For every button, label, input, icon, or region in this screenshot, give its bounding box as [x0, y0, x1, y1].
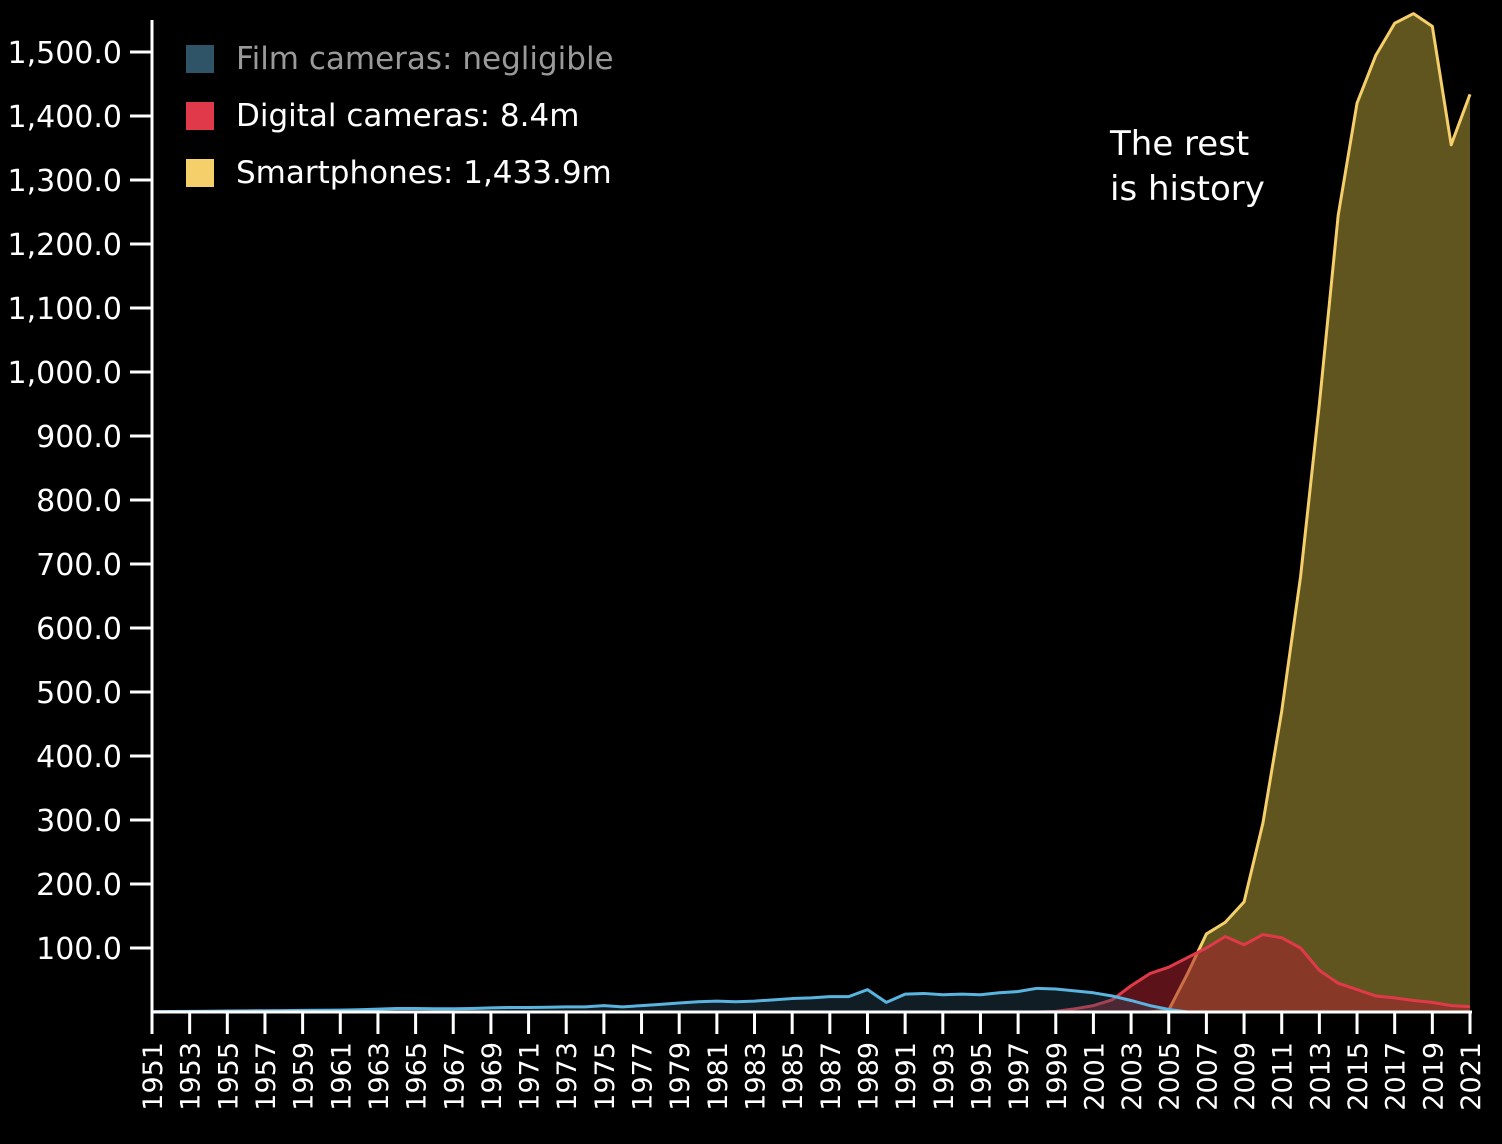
y-tick-label: 1,400.0: [7, 100, 122, 135]
x-tick-label: 1999: [1042, 1042, 1073, 1111]
x-tick-label: 1973: [552, 1042, 583, 1111]
y-tick-label: 300.0: [36, 804, 122, 839]
y-tick-label: 400.0: [36, 740, 122, 775]
legend-label-smartphones: Smartphones: 1,433.9m: [236, 154, 612, 191]
x-tick-label: 1979: [665, 1042, 696, 1111]
legend-swatch-film: [186, 44, 214, 73]
x-tick-label: 1963: [364, 1042, 395, 1111]
x-tick-label: 1983: [741, 1042, 772, 1111]
x-tick-label: 1951: [138, 1042, 169, 1111]
legend-item-digital: Digital cameras: 8.4m: [186, 87, 614, 144]
y-tick-label: 700.0: [36, 548, 122, 583]
legend-item-smartphones: Smartphones: 1,433.9m: [186, 144, 614, 201]
y-tick-label: 1,100.0: [7, 292, 122, 327]
x-tick-label: 1975: [590, 1042, 621, 1111]
legend-item-film: Film cameras: negligible: [186, 30, 614, 87]
y-tick-label: 1,000.0: [7, 356, 122, 391]
y-tick-label: 200.0: [36, 868, 122, 903]
legend-swatch-digital: [186, 101, 214, 130]
x-tick-label: 2011: [1268, 1042, 1299, 1111]
y-tick-label: 800.0: [36, 484, 122, 519]
x-tick-label: 1957: [251, 1042, 282, 1111]
y-tick-label: 600.0: [36, 612, 122, 647]
chart-annotation: The rest is history: [1110, 122, 1265, 212]
x-tick-label: 2005: [1155, 1042, 1186, 1111]
x-tick-label: 1987: [816, 1042, 847, 1111]
x-tick-label: 2003: [1117, 1042, 1148, 1111]
x-tick-label: 1985: [778, 1042, 809, 1111]
y-tick-label: 500.0: [36, 676, 122, 711]
legend-swatch-smartphones: [186, 158, 214, 187]
area-film-cameras: [152, 988, 1470, 1012]
axes-layer: 100.0 200.0 300.0 400.0 500.0 600.0 700.0 800.0…: [7, 20, 1487, 1111]
x-tick-label: 1981: [703, 1042, 734, 1111]
x-tick-label: 1969: [477, 1042, 508, 1111]
y-tick-label: 1,300.0: [7, 164, 122, 199]
x-tick-label: 2009: [1230, 1042, 1261, 1111]
legend-label-film: Film cameras: negligible: [236, 40, 614, 77]
x-tick-label: 1993: [929, 1042, 960, 1111]
y-tick-label: 1,200.0: [7, 228, 122, 263]
y-tick-label: 1,500.0: [7, 36, 122, 71]
x-tick-label: 1959: [289, 1042, 320, 1111]
x-tick-label: 1953: [176, 1042, 207, 1111]
y-tick-label: 100.0: [36, 932, 122, 967]
x-tick-label: 2007: [1192, 1042, 1223, 1111]
x-tick-label: 1991: [891, 1042, 922, 1111]
area-digital-cameras: [152, 934, 1470, 1012]
x-tick-label: 1965: [402, 1042, 433, 1111]
y-tick-label: 900.0: [36, 420, 122, 455]
x-tick-label: 2019: [1418, 1042, 1449, 1111]
area-smartphones: [152, 13, 1470, 1013]
annotation-line-2: is history: [1110, 169, 1265, 209]
x-tick-label: 2015: [1343, 1042, 1374, 1111]
x-tick-label: 1989: [853, 1042, 884, 1111]
annotation-line-1: The rest: [1110, 124, 1250, 164]
x-tick-label: 2017: [1381, 1042, 1412, 1111]
x-tick-label: 1961: [326, 1042, 357, 1111]
x-tick-label: 2021: [1456, 1042, 1487, 1111]
x-tick-label: 1997: [1004, 1042, 1035, 1111]
x-tick-label: 1977: [628, 1042, 659, 1111]
x-tick-label: 2001: [1079, 1042, 1110, 1111]
x-tick-label: 2013: [1305, 1042, 1336, 1111]
x-tick-label: 1955: [213, 1042, 244, 1111]
x-tick-label: 1971: [515, 1042, 546, 1111]
legend: Film cameras: negligible Digital cameras…: [186, 30, 614, 201]
x-tick-label: 1995: [966, 1042, 997, 1111]
x-tick-label: 1967: [439, 1042, 470, 1111]
legend-label-digital: Digital cameras: 8.4m: [236, 97, 580, 134]
